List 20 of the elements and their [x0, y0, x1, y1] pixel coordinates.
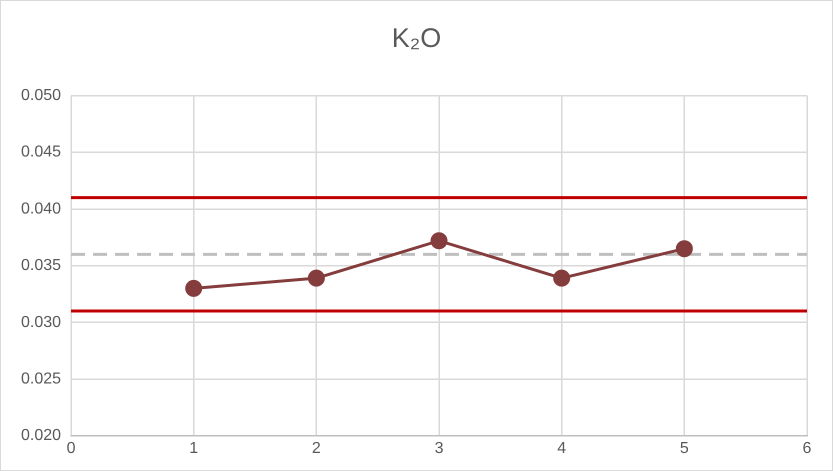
y-tick-label: 0.045 [20, 144, 62, 161]
x-tick-label: 0 [66, 440, 76, 457]
chart-title: K₂O [390, 23, 442, 54]
x-tick-label: 3 [434, 440, 444, 457]
x-tick-label: 6 [802, 440, 812, 457]
point [553, 270, 570, 287]
x-tick-label: 2 [312, 440, 321, 457]
y-tick-label: 0.050 [20, 87, 62, 104]
x-tick-label: 1 [189, 440, 198, 457]
point [430, 232, 448, 250]
point [676, 240, 693, 258]
y-tick-label: 0.020 [20, 427, 62, 444]
y-tick-label: 0.025 [20, 370, 62, 388]
y-tick-label: 0.030 [20, 314, 62, 331]
y-tick-label: 0.040 [20, 200, 62, 218]
point [308, 270, 325, 287]
x-tick-label: 4 [557, 440, 566, 457]
point [185, 280, 202, 297]
x-tick-label: 5 [680, 440, 689, 457]
y-tick-label: 0.035 [20, 257, 62, 274]
